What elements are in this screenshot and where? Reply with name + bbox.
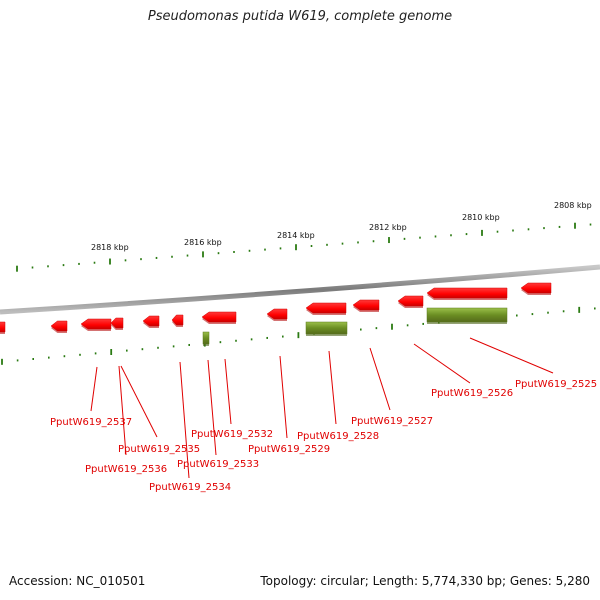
- gene-arrow: [305, 302, 347, 315]
- gene-arrow: [266, 308, 288, 321]
- gene-arrow: [397, 295, 424, 308]
- accession-text: Accession: NC_010501: [9, 574, 146, 588]
- gene-label[interactable]: PputW619_2535: [118, 444, 200, 455]
- outer-scale-ticks: [16, 222, 592, 272]
- leader-line: [413, 343, 471, 384]
- gene-labels: PputW619_2537 PputW619_2536 PputW619_2535 P…: [50, 379, 597, 493]
- leader-line: [90, 366, 98, 412]
- scale-label: 2816 kbp: [184, 238, 222, 247]
- gene-arrow: [426, 287, 508, 300]
- gene-label[interactable]: PputW619_2533: [177, 459, 259, 470]
- leader-line: [207, 359, 217, 456]
- scale-label: 2818 kbp: [91, 243, 129, 252]
- leader-line: [120, 365, 158, 438]
- rna-gene-bar: [426, 307, 508, 324]
- gene-features: [0, 282, 552, 346]
- gene-label[interactable]: PputW619_2527: [351, 416, 433, 427]
- scale-label: 2810 kbp: [462, 213, 500, 222]
- gene-label[interactable]: PputW619_2536: [85, 464, 167, 475]
- gene-arrow: [0, 321, 6, 334]
- gene-arrow: [201, 311, 237, 324]
- gene-arrow: [520, 282, 552, 295]
- gene-arrow: [80, 318, 112, 331]
- scale-label: 2812 kbp: [369, 223, 407, 232]
- gene-label[interactable]: PputW619_2532: [191, 429, 273, 440]
- gene-arrow: [142, 315, 160, 328]
- scale-label: 2808 kbp: [554, 201, 592, 210]
- genome-summary-text: Topology: circular; Length: 5,774,330 bp…: [260, 574, 590, 588]
- leader-line: [369, 347, 391, 411]
- gene-arrow: [352, 299, 380, 312]
- gene-label[interactable]: PputW619_2525: [515, 379, 597, 390]
- gene-label[interactable]: PputW619_2526: [431, 388, 513, 399]
- gene-arrow: [171, 314, 184, 327]
- gene-label[interactable]: PputW619_2528: [297, 431, 379, 442]
- scale-label: 2814 kbp: [277, 231, 315, 240]
- label-leader-lines: [90, 337, 554, 479]
- leader-line: [469, 337, 554, 374]
- rna-gene-bar: [305, 321, 348, 336]
- gene-label[interactable]: PputW619_2529: [248, 444, 330, 455]
- gene-arrow: [50, 320, 68, 333]
- gene-arrow: [110, 317, 124, 330]
- gene-label[interactable]: PputW619_2534: [149, 482, 231, 493]
- leader-line: [328, 350, 337, 425]
- leader-line: [224, 358, 232, 425]
- leader-line: [179, 361, 190, 479]
- gene-label[interactable]: PputW619_2537: [50, 417, 132, 428]
- leader-line: [279, 355, 288, 439]
- scale-labels: 2818 kbp 2816 kbp 2814 kbp 2812 kbp 2810 kbp…: [91, 201, 592, 252]
- map-title: Pseudomonas putida W619, complete genome: [147, 9, 453, 24]
- genome-backbone: [0, 264, 600, 315]
- leader-line: [118, 365, 127, 456]
- rna-gene-bar: [202, 331, 210, 346]
